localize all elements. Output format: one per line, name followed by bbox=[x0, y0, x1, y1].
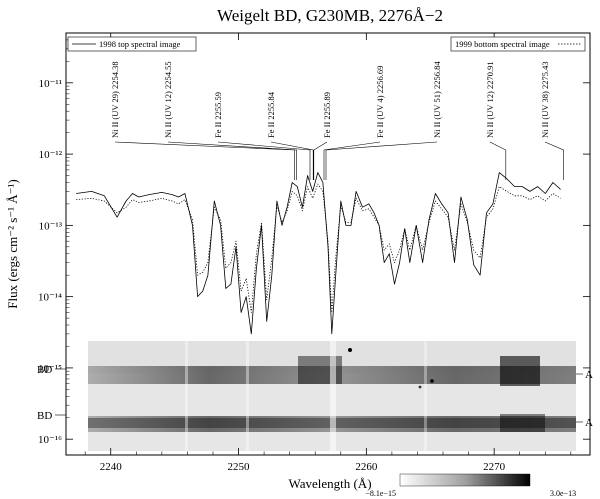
line-id-label-7: Ni II (UV 12) 2270.91 bbox=[485, 61, 495, 138]
legend-1998-label: 1998 top spectral image bbox=[99, 39, 181, 49]
y-tick-label-0: 10⁻¹⁶ bbox=[38, 434, 62, 446]
y-tick-label-5: 10⁻¹¹ bbox=[39, 78, 62, 90]
x-tick-label-2250: 2250 bbox=[228, 461, 251, 473]
line-id-leader-7 bbox=[489, 141, 507, 180]
y-axis-ticks: 10⁻¹⁶ 10⁻¹⁵ 10⁻¹⁴ 10⁻¹³ 10⁻¹² 10⁻¹¹ bbox=[38, 32, 590, 446]
colorbar-gradient bbox=[399, 473, 531, 487]
y-tick-label-1: 10⁻¹⁵ bbox=[38, 363, 62, 375]
legend-1999: 1999 bottom spectral image bbox=[450, 36, 586, 52]
y-tick-label-2: 10⁻¹⁴ bbox=[38, 292, 62, 304]
line-id-leader-1 bbox=[167, 141, 298, 180]
series-line-1999 bbox=[76, 183, 561, 313]
line-id-label-0: Ni II (UV 29) 2254.38 bbox=[110, 61, 120, 138]
line-id-leader-6 bbox=[325, 141, 438, 180]
line-id-leader-5 bbox=[323, 141, 381, 180]
line-id-leader-2 bbox=[217, 141, 311, 180]
line-id-label-6: Ni II (UV 51) 2256.84 bbox=[432, 61, 442, 138]
colorbar: −8.1e−15 3.0e−13 bbox=[365, 473, 576, 498]
bd-label-upper: BD bbox=[37, 364, 52, 376]
y-tick-label-4: 10⁻¹² bbox=[39, 149, 63, 161]
series-line-1998 bbox=[76, 172, 561, 335]
spectral-image-labels: BD BD A A bbox=[37, 364, 593, 429]
legend-1999-label: 1999 bottom spectral image bbox=[455, 39, 550, 49]
line-id-leader-4 bbox=[313, 141, 328, 180]
colorbar-max-label: 3.0e−13 bbox=[550, 489, 576, 498]
x-axis-ticks: 2240 2250 2260 2270 bbox=[84, 33, 572, 473]
x-tick-label-2270: 2270 bbox=[483, 461, 506, 473]
line-id-label-8: Ni II (UV 38) 2275.43 bbox=[540, 61, 550, 138]
spectral-image bbox=[88, 341, 576, 451]
x-tick-label-2260: 2260 bbox=[355, 461, 378, 473]
bd-label-lower: BD bbox=[37, 410, 52, 422]
legend-1998: 1998 top spectral image bbox=[67, 36, 197, 52]
plot-frame bbox=[65, 32, 591, 456]
line-id-label-1: Ni II (UV 12) 2254.55 bbox=[163, 61, 173, 138]
chart-title: Weigelt BD, G230MB, 2276Å−2 bbox=[217, 6, 443, 25]
spectrum-series bbox=[76, 172, 561, 335]
colorbar-min-label: −8.1e−15 bbox=[365, 489, 396, 498]
line-id-leader-0 bbox=[114, 141, 295, 180]
line-id-label-5: Fe II (UV 4) 2256.69 bbox=[375, 66, 385, 138]
line-id-leader-3 bbox=[270, 141, 314, 180]
line-id-label-3: Fe II 2255.84 bbox=[266, 91, 276, 138]
line-id-label-4: Fe II 2255.89 bbox=[322, 92, 332, 138]
y-axis-label: Flux (ergs cm⁻² s⁻¹ Å⁻¹) bbox=[5, 179, 20, 309]
line-identifications: Ni II (UV 29) 2254.38 Ni II (UV 12) 2254.… bbox=[110, 61, 564, 180]
x-tick-label-2240: 2240 bbox=[100, 461, 123, 473]
y-tick-label-3: 10⁻¹³ bbox=[39, 220, 63, 232]
line-id-leader-8 bbox=[544, 141, 564, 180]
line-id-label-2: Fe II 2255.59 bbox=[213, 92, 223, 138]
a-label-lower: A bbox=[585, 417, 593, 429]
a-label-upper: A bbox=[585, 369, 593, 381]
x-axis-label: Wavelength (Å) bbox=[288, 476, 371, 491]
